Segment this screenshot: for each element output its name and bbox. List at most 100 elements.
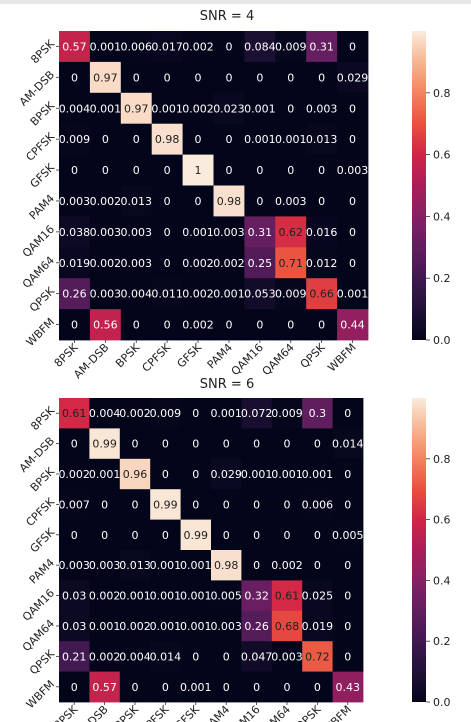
cell-value-label: 0.001 (275, 133, 307, 146)
cell-value-label: 0 (253, 438, 260, 451)
x-tick-label: 8PSK (51, 702, 80, 722)
cell-value-label: 0 (287, 71, 294, 84)
cell-value-label: 0.002 (90, 195, 122, 208)
cell-value-label: 0 (164, 257, 171, 270)
cell-value-label: 0.001 (241, 468, 273, 481)
cell-value-label: 0.001 (244, 133, 276, 146)
cell-value-label: 0 (133, 133, 140, 146)
cell-value-label: 0 (284, 529, 291, 542)
cell-value-label: 0.023 (213, 102, 245, 115)
cell-value-label: 0 (349, 195, 356, 208)
y-tick-label: QAM64 (20, 254, 57, 291)
cell-value-label: 0.001 (337, 288, 369, 301)
cell-value-label: 0.001 (89, 620, 121, 633)
cell-value-label: 0.006 (302, 498, 334, 511)
cell-value-label: 0.002 (271, 559, 303, 572)
cell-value-label: 0 (256, 71, 263, 84)
cell-value-label: 0 (192, 498, 199, 511)
cell-value-label: 0.66 (309, 288, 334, 301)
cell-value-label: 0.001 (90, 102, 122, 115)
y-tick-label: WBFM (24, 678, 57, 711)
cell-value-label: 0.001 (271, 468, 303, 481)
cell-value-label: 0 (253, 529, 260, 542)
cell-value-label: 0.71 (279, 257, 304, 270)
cell-value-label: 0.013 (306, 133, 338, 146)
cell-value-label: 0.002 (89, 590, 121, 603)
cell-value-label: 0.006 (121, 40, 153, 53)
cell-value-label: 0.012 (306, 257, 338, 270)
cell-value-label: 0 (349, 40, 356, 53)
cell-value-label: 0 (162, 468, 169, 481)
cell-value-label: 0 (101, 498, 108, 511)
cell-value-label: 0.98 (217, 195, 242, 208)
cell-value-label: 0 (349, 133, 356, 146)
x-tick-label: GFSK (172, 702, 202, 722)
x-tick-label: GFSK (175, 340, 205, 370)
cell-value-label: 0.002 (119, 620, 151, 633)
cell-value-label: 0.004 (59, 102, 91, 115)
cell-value-label: 0 (253, 681, 260, 694)
colorbar (412, 398, 426, 702)
cell-value-label: 0 (318, 164, 325, 177)
cell-value-label: 0.003 (121, 226, 153, 239)
cell-value-label: 0.014 (332, 438, 364, 451)
cell-value-label: 0 (164, 71, 171, 84)
cell-value-label: 0.44 (340, 319, 365, 332)
cell-value-label: 0.003 (306, 102, 338, 115)
cell-value-label: 0 (344, 620, 351, 633)
y-tick-label: PAM4 (27, 192, 57, 222)
colorbar (412, 31, 426, 340)
cell-value-label: 0.002 (58, 468, 90, 481)
heatmap-title: SNR = 4 (200, 9, 254, 24)
cell-value-label: 0.26 (244, 620, 269, 633)
cell-value-label: 0.61 (62, 407, 87, 420)
cell-value-label: 0.99 (184, 529, 209, 542)
cell-value-label: 0.002 (182, 288, 214, 301)
cell-value-label: 0 (164, 226, 171, 239)
cell-value-label: 0.68 (275, 620, 300, 633)
cell-value-label: 0 (344, 590, 351, 603)
cell-value-label: 0.005 (210, 590, 242, 603)
cell-value-label: 0 (256, 195, 263, 208)
cell-value-label: 0.004 (89, 407, 121, 420)
cell-value-label: 0.003 (90, 226, 122, 239)
cell-value-label: 0 (284, 438, 291, 451)
cell-value-label: 0 (132, 498, 139, 511)
cell-value-label: 0.029 (337, 71, 369, 84)
cell-value-label: 0 (192, 438, 199, 451)
cell-value-label: 0.072 (241, 407, 273, 420)
cell-value-label: 0 (287, 164, 294, 177)
cell-value-label: 0 (253, 559, 260, 572)
cell-value-label: 0 (71, 681, 78, 694)
cell-value-label: 0 (164, 164, 171, 177)
cell-value-label: 0.004 (121, 288, 153, 301)
cell-value-label: 0.001 (150, 620, 182, 633)
heatmap-snr-4: SNR = 4 0.57 0.001 0.006 0.017 0.002 0 0.084 0.… (17, 9, 451, 381)
cell-value-label: 0 (253, 498, 260, 511)
cell-value-label: 0.002 (182, 257, 214, 270)
y-tick-label: WBFM (24, 315, 57, 348)
cell-value-label: 0.009 (150, 407, 182, 420)
cell-value-label: 0 (102, 133, 109, 146)
cell-value-label: 0.019 (59, 257, 91, 270)
x-tick-label: QAM16 (229, 341, 266, 378)
colorbar-tick-label: 0.2 (433, 635, 451, 648)
cell-value-label: 0.003 (58, 559, 90, 572)
cell-value-label: 0 (223, 529, 230, 542)
cell-value-label: 0.98 (155, 133, 180, 146)
cell-value-label: 0 (225, 40, 232, 53)
cell-value-label: 0 (314, 559, 321, 572)
colorbar-tick-label: 0.0 (433, 696, 451, 709)
cell-value-label: 0.32 (244, 590, 269, 603)
x-tick-label: QPSK (293, 702, 324, 722)
y-tick-label: QAM16 (20, 587, 57, 624)
cell-value-label: 0.001 (150, 559, 182, 572)
cell-value-label: 0 (223, 498, 230, 511)
x-tick-label: CPFSK (138, 702, 172, 722)
cell-value-label: 0.21 (62, 650, 87, 663)
cell-value-label: 0 (349, 226, 356, 239)
cell-value-label: 0 (71, 319, 78, 332)
cell-value-label: 0.005 (332, 529, 364, 542)
cell-value-label: 0.011 (151, 288, 183, 301)
